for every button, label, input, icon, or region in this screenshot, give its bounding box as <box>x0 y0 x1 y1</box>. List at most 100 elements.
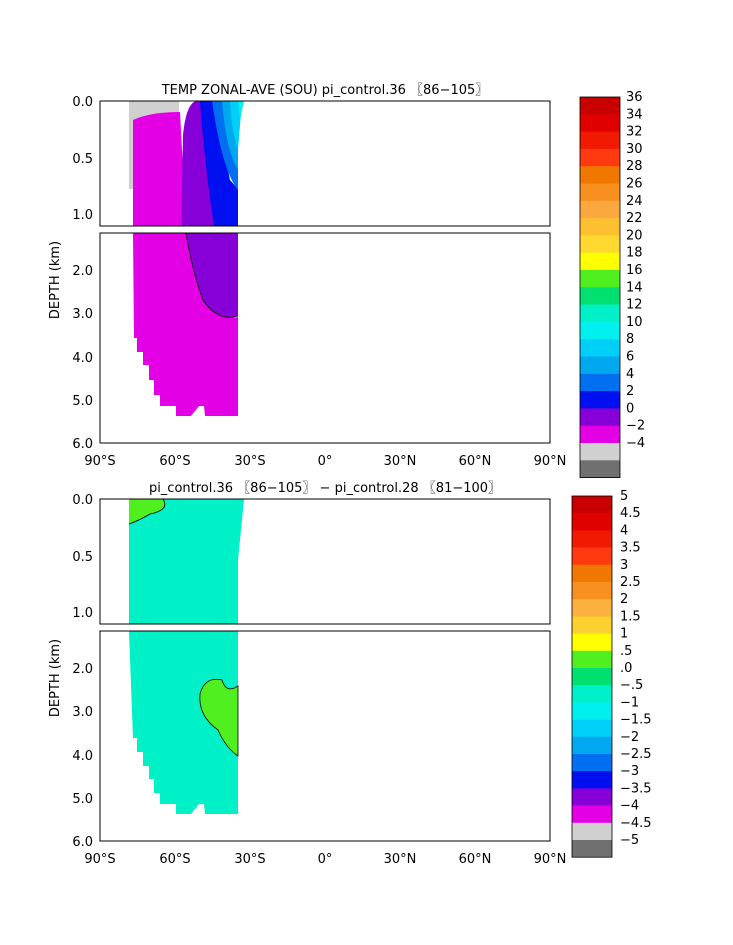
p1-ytick-3: 2.0 <box>72 264 93 279</box>
field-blue-upper <box>200 101 238 226</box>
colorbar-label: −3 <box>620 764 639 779</box>
colorbar-label: −2 <box>620 730 639 745</box>
colorbar-label: −5 <box>620 833 639 848</box>
colorbar-label: 24 <box>626 194 643 209</box>
p2-ytick-5: 4.0 <box>72 749 93 764</box>
colorbar-frame <box>571 495 613 858</box>
panel-2-title: pi_control.36 〖86−105〗 − pi_control.28 〖… <box>149 481 501 496</box>
colorbar-swatch <box>580 408 620 426</box>
p2-ytick-1: 0.5 <box>72 550 93 565</box>
colorbar-label: 16 <box>626 263 643 278</box>
colorbar-label: 3.5 <box>620 541 641 556</box>
colorbar-swatch <box>580 166 620 184</box>
colorbar-label: .0 <box>620 661 632 676</box>
colorbar-label: 36 <box>626 90 643 105</box>
colorbar-label: −3.5 <box>620 781 652 796</box>
colorbar-label: 5 <box>620 489 628 504</box>
colorbar-label: 1.5 <box>620 609 641 624</box>
p2-xtick-5: 60°N <box>459 852 492 867</box>
p2-ytick-2: 1.0 <box>72 606 93 621</box>
colorbar-swatch <box>580 131 620 150</box>
colorbar-swatch <box>572 840 612 858</box>
colorbar-label: 20 <box>626 228 643 243</box>
colorbar-swatch <box>572 547 612 566</box>
p2-xtick-2: 30°S <box>234 852 265 867</box>
p2-xtick-1: 60°S <box>159 852 190 867</box>
colorbar-swatch <box>572 668 612 686</box>
colorbar-label: 18 <box>626 246 643 261</box>
colorbar-swatch <box>572 702 612 720</box>
colorbar-swatch <box>572 805 612 824</box>
panel-2-field <box>128 498 244 814</box>
colorbar-label: −2 <box>626 419 645 434</box>
p1-ytick-5: 4.0 <box>72 351 93 366</box>
field-magenta-upper <box>133 112 186 226</box>
colorbar-swatch <box>580 252 620 271</box>
panel-2-colorbar: 54.543.532.521.51.5.0−.5−1−1.5−2−2.5−3−3… <box>571 489 652 858</box>
panel-1: TEMP ZONAL-AVE (SOU) pi_control.36 〖86−1… <box>48 83 645 479</box>
p1-xtick-2: 30°S <box>234 454 265 469</box>
panel-2-axes-lower <box>99 630 551 842</box>
p1-ylabel: DEPTH (km) <box>48 241 63 319</box>
panel-2-axes-upper <box>99 498 551 625</box>
colorbar-label: 14 <box>626 280 643 295</box>
colorbar-label: 2.5 <box>620 575 641 590</box>
colorbar-swatch <box>580 287 620 305</box>
colorbar-swatch <box>580 235 620 253</box>
panel-1-axes-lower <box>99 232 551 444</box>
colorbar-label: 10 <box>626 315 643 330</box>
field-aqua-upper <box>238 101 244 120</box>
colorbar-swatch <box>572 736 612 755</box>
p2-ytick-0: 0.0 <box>72 493 93 508</box>
p2-xtick-4: 30°N <box>384 852 417 867</box>
colorbar-swatch <box>580 218 620 236</box>
colorbar-swatch <box>580 356 620 375</box>
colorbar-label: 34 <box>626 107 643 122</box>
colorbar-label: 30 <box>626 142 643 157</box>
colorbar-swatch <box>580 460 620 478</box>
p1-xtick-4: 30°N <box>384 454 417 469</box>
colorbar-swatch <box>580 270 620 288</box>
field-aqua-lower-2 <box>129 631 238 814</box>
field-midblue-upper <box>212 101 238 190</box>
colorbar-swatch <box>572 788 612 806</box>
p1-xtick-5: 60°N <box>459 454 492 469</box>
colorbar-swatch <box>580 443 620 461</box>
colorbar-swatch <box>572 633 612 652</box>
colorbar-label: −2.5 <box>620 747 652 762</box>
field-green-patch-1-line <box>128 498 166 525</box>
colorbar-label: 22 <box>626 211 643 226</box>
panel-1-field-lower <box>133 232 239 416</box>
p1-ytick-2: 1.0 <box>72 208 93 223</box>
colorbar-frame <box>579 96 621 479</box>
colorbar-label: 32 <box>626 125 643 140</box>
p2-xtick-6: 90°N <box>534 852 567 867</box>
p2-ytick-4: 3.0 <box>72 705 93 720</box>
colorbar-swatch <box>572 496 612 514</box>
colorbar-swatch <box>572 754 612 772</box>
colorbar-swatch <box>572 719 612 738</box>
colorbar-swatch <box>572 616 612 634</box>
colorbar-swatch <box>580 114 620 132</box>
panel-2: pi_control.36 〖86−105〗 − pi_control.28 〖… <box>48 481 652 867</box>
p2-ylabel: DEPTH (km) <box>48 639 63 717</box>
colorbar-label: −4.5 <box>620 816 652 831</box>
colorbar-swatch <box>580 200 620 219</box>
p1-ytick-0: 0.0 <box>72 95 93 110</box>
colorbar-label: −.5 <box>620 678 643 693</box>
colorbar-swatch <box>572 564 612 583</box>
colorbar-swatch <box>580 304 620 323</box>
colorbar-label: −1 <box>620 695 639 710</box>
colorbar-swatch <box>580 339 620 357</box>
colorbar-swatch <box>580 321 620 340</box>
field-magenta-lower <box>133 233 238 416</box>
colorbar-label: 12 <box>626 298 643 313</box>
colorbar-swatch <box>572 599 612 617</box>
colorbar-swatch <box>572 685 612 703</box>
p1-ytick-1: 0.5 <box>72 152 93 167</box>
p1-xtick-3: 0° <box>318 454 333 469</box>
colorbar-label: 28 <box>626 159 643 174</box>
colorbar-label: −4 <box>620 799 639 814</box>
